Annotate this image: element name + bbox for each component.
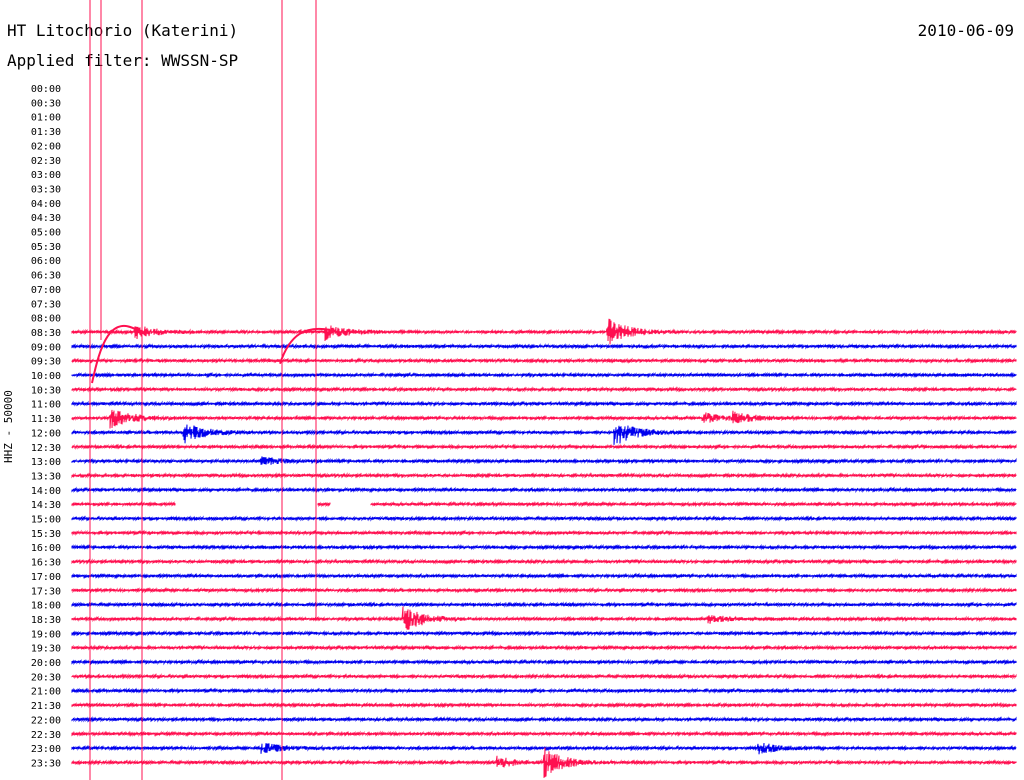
time-label: 01:30 [31, 127, 61, 138]
time-label: 03:30 [31, 184, 61, 195]
trace-2330 [71, 747, 1017, 778]
trace-1100 [71, 400, 1017, 408]
trace-2200 [71, 716, 1017, 723]
time-label: 13:30 [31, 471, 61, 482]
time-label: 10:30 [31, 385, 61, 396]
time-label: 19:00 [31, 629, 61, 640]
trace-1930 [71, 644, 1017, 651]
time-label: 21:00 [31, 687, 61, 698]
time-label: 04:30 [31, 213, 61, 224]
time-label: 08:00 [31, 314, 61, 325]
time-label: 13:00 [31, 457, 61, 468]
trace-1900 [71, 629, 1017, 637]
time-label: 15:00 [31, 515, 61, 526]
time-label: 00:30 [31, 98, 61, 109]
trace-2230 [71, 730, 1017, 738]
clip-lines [89, 0, 317, 780]
trace-1030 [71, 386, 1017, 393]
trace-1430 [71, 500, 1017, 508]
time-label: 12:30 [31, 443, 61, 454]
trace-1130 [71, 409, 1017, 429]
time-label: 02:30 [31, 156, 61, 167]
time-label: 14:30 [31, 500, 61, 511]
trace-1630 [71, 558, 1017, 565]
trace-0900 [71, 342, 1017, 350]
time-label: 09:30 [31, 357, 61, 368]
time-label: 19:30 [31, 644, 61, 655]
time-label: 11:30 [31, 414, 61, 425]
time-label: 15:30 [31, 529, 61, 540]
time-label: 14:00 [31, 486, 61, 497]
time-label: 20:00 [31, 658, 61, 669]
time-label: 02:00 [31, 141, 61, 152]
time-label: 11:00 [31, 400, 61, 411]
time-label: 03:00 [31, 170, 61, 181]
time-label: 20:30 [31, 672, 61, 683]
trace-1530 [71, 529, 1017, 537]
time-label: 12:00 [31, 428, 61, 439]
trace-2300 [71, 742, 1017, 755]
record-date: 2010-06-09 [917, 21, 1014, 40]
time-label: 06:00 [31, 256, 61, 267]
time-label: 09:00 [31, 342, 61, 353]
trace-1230 [71, 443, 1017, 451]
time-label: 06:30 [31, 271, 61, 282]
trace-1000 [71, 371, 1017, 379]
trace-1200 [71, 424, 1017, 445]
time-label: 21:30 [31, 701, 61, 712]
trace-1830 [71, 606, 1017, 630]
time-label: 18:30 [31, 615, 61, 626]
applied-filter: Applied filter: WWSSN-SP [7, 51, 239, 70]
trace-0930 [71, 357, 1017, 364]
time-label: 00:00 [31, 84, 61, 95]
trace-2030 [71, 673, 1017, 680]
trace-1500 [71, 515, 1017, 522]
trace-1330 [71, 472, 1017, 479]
time-label: 22:00 [31, 715, 61, 726]
time-label: 16:30 [31, 558, 61, 569]
time-label: 07:30 [31, 299, 61, 310]
drift-curve [91, 324, 331, 384]
time-label: 17:00 [31, 572, 61, 583]
trace-1730 [71, 586, 1017, 594]
trace-2130 [71, 701, 1017, 709]
trace-2100 [71, 687, 1017, 694]
time-label: 22:30 [31, 730, 61, 741]
trace-1800 [71, 601, 1017, 608]
time-label: 04:00 [31, 199, 61, 210]
time-label: 07:00 [31, 285, 61, 296]
trace-1700 [71, 572, 1017, 580]
time-label: 17:30 [31, 586, 61, 597]
traces [71, 318, 1017, 778]
time-label: 05:30 [31, 242, 61, 253]
time-label: 16:00 [31, 543, 61, 554]
trace-2000 [71, 658, 1017, 666]
time-label: 05:00 [31, 228, 61, 239]
trace-1300 [71, 456, 1017, 465]
time-label: 08:30 [31, 328, 61, 339]
time-label: 01:00 [31, 113, 61, 124]
trace-1400 [71, 486, 1017, 494]
trace-1600 [71, 543, 1017, 551]
time-label: 18:00 [31, 601, 61, 612]
trace-0830 [71, 318, 1017, 345]
time-label: 23:00 [31, 744, 61, 755]
time-labels: 00:00 00:30 01:00 01:30 02:00 02:30 03:00 03:30… [31, 84, 61, 769]
time-label: 23:30 [31, 758, 61, 769]
time-label: 10:00 [31, 371, 61, 382]
station-title: HT Litochorio (Katerini) [7, 21, 239, 40]
